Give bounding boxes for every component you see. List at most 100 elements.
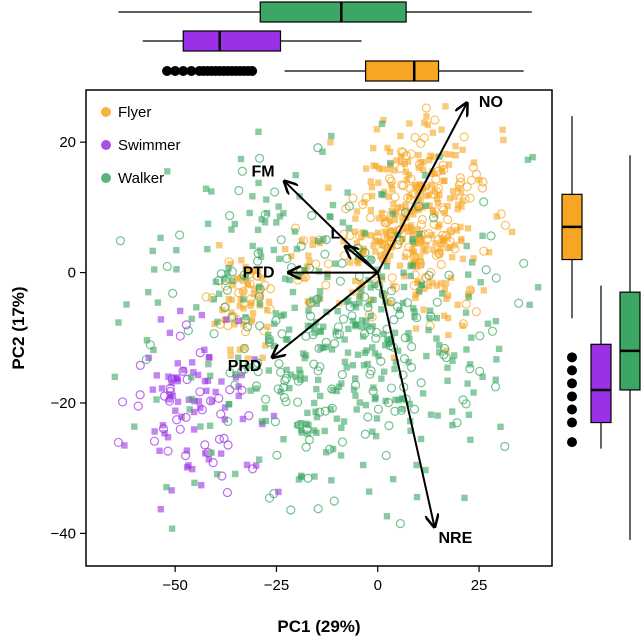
point-walker bbox=[204, 220, 212, 227]
point-walker bbox=[362, 318, 370, 325]
point-walker bbox=[255, 128, 262, 135]
legend-label-flyer: Flyer bbox=[118, 104, 151, 121]
point-walker bbox=[365, 301, 373, 308]
point-walker bbox=[423, 352, 430, 360]
point-flyer bbox=[470, 159, 478, 166]
point-walker bbox=[316, 288, 324, 295]
point-walker bbox=[492, 317, 500, 325]
point-walker bbox=[399, 395, 406, 402]
point-walker bbox=[384, 421, 394, 431]
point-walker bbox=[356, 399, 363, 406]
point-walker bbox=[432, 297, 442, 307]
loading-label-nre: NRE bbox=[438, 530, 472, 547]
point-flyer bbox=[401, 160, 408, 168]
point-flyer bbox=[471, 307, 481, 317]
point-flyer bbox=[429, 246, 436, 253]
point-walker bbox=[468, 259, 476, 266]
point-flyer bbox=[461, 299, 471, 309]
point-flyer bbox=[381, 228, 388, 236]
point-swimmer bbox=[188, 359, 196, 366]
point-walker bbox=[141, 354, 151, 365]
point-flyer bbox=[264, 323, 271, 331]
point-walker bbox=[321, 427, 328, 435]
point-flyer bbox=[265, 304, 275, 314]
point-walker bbox=[461, 494, 468, 502]
point-walker bbox=[360, 333, 367, 340]
right-boxplots bbox=[561, 116, 641, 540]
point-swimmer bbox=[218, 378, 225, 385]
point-flyer bbox=[304, 297, 311, 305]
point-walker bbox=[212, 278, 220, 286]
point-walker bbox=[319, 323, 327, 330]
point-swimmer bbox=[252, 462, 260, 469]
point-walker bbox=[209, 329, 219, 339]
point-walker bbox=[465, 293, 472, 301]
point-flyer bbox=[384, 174, 395, 184]
point-flyer bbox=[396, 146, 407, 157]
point-walker bbox=[265, 337, 273, 344]
point-walker bbox=[322, 449, 330, 456]
point-walker bbox=[347, 311, 357, 321]
point-flyer bbox=[423, 184, 431, 191]
point-walker bbox=[242, 313, 249, 321]
point-swimmer bbox=[151, 428, 158, 435]
point-flyer bbox=[397, 132, 404, 140]
point-flyer bbox=[358, 280, 365, 287]
point-walker bbox=[409, 262, 416, 269]
point-walker bbox=[123, 301, 130, 308]
point-walker bbox=[409, 404, 420, 414]
point-flyer bbox=[425, 282, 433, 290]
point-walker bbox=[440, 343, 450, 354]
point-walker bbox=[255, 179, 262, 187]
point-walker bbox=[337, 258, 347, 268]
point-walker bbox=[286, 384, 293, 392]
point-walker bbox=[297, 376, 304, 384]
point-walker bbox=[338, 424, 345, 431]
point-flyer bbox=[500, 220, 510, 230]
point-walker bbox=[164, 168, 171, 175]
point-walker bbox=[391, 329, 399, 337]
point-flyer bbox=[348, 193, 358, 203]
point-walker bbox=[467, 436, 474, 443]
point-flyer bbox=[453, 227, 461, 234]
point-walker bbox=[389, 210, 396, 217]
point-swimmer bbox=[217, 450, 225, 457]
point-walker bbox=[210, 296, 218, 303]
point-walker bbox=[291, 304, 298, 312]
top-boxplots bbox=[118, 1, 532, 82]
point-walker bbox=[301, 375, 309, 382]
point-flyer bbox=[387, 252, 394, 259]
point-walker bbox=[339, 219, 347, 226]
point-flyer bbox=[377, 239, 387, 249]
point-walker bbox=[477, 279, 484, 286]
point-flyer bbox=[448, 253, 456, 261]
point-walker bbox=[400, 283, 408, 291]
point-flyer bbox=[496, 209, 506, 219]
point-walker bbox=[305, 307, 312, 314]
loading-label-ptd: PTD bbox=[243, 265, 275, 282]
point-flyer bbox=[384, 234, 391, 242]
point-swimmer bbox=[225, 385, 235, 395]
point-walker bbox=[362, 401, 370, 409]
point-swimmer bbox=[251, 356, 258, 363]
point-walker bbox=[334, 307, 341, 315]
point-swimmer bbox=[212, 388, 219, 396]
point-flyer bbox=[390, 200, 397, 208]
pc2-outlier-flyer bbox=[567, 378, 577, 389]
point-walker bbox=[270, 187, 280, 197]
loading-label-fm: FM bbox=[251, 163, 274, 180]
point-walker bbox=[174, 230, 185, 240]
point-flyer bbox=[389, 186, 396, 193]
point-walker bbox=[272, 310, 280, 317]
point-flyer bbox=[442, 280, 450, 287]
point-flyer bbox=[443, 295, 450, 303]
point-flyer bbox=[384, 258, 391, 265]
point-walker bbox=[433, 335, 440, 342]
point-walker bbox=[410, 305, 417, 312]
point-walker bbox=[285, 326, 293, 333]
point-walker bbox=[369, 344, 376, 351]
point-walker bbox=[427, 411, 435, 418]
point-swimmer bbox=[214, 434, 225, 444]
point-walker bbox=[235, 354, 242, 361]
point-walker bbox=[463, 242, 470, 250]
